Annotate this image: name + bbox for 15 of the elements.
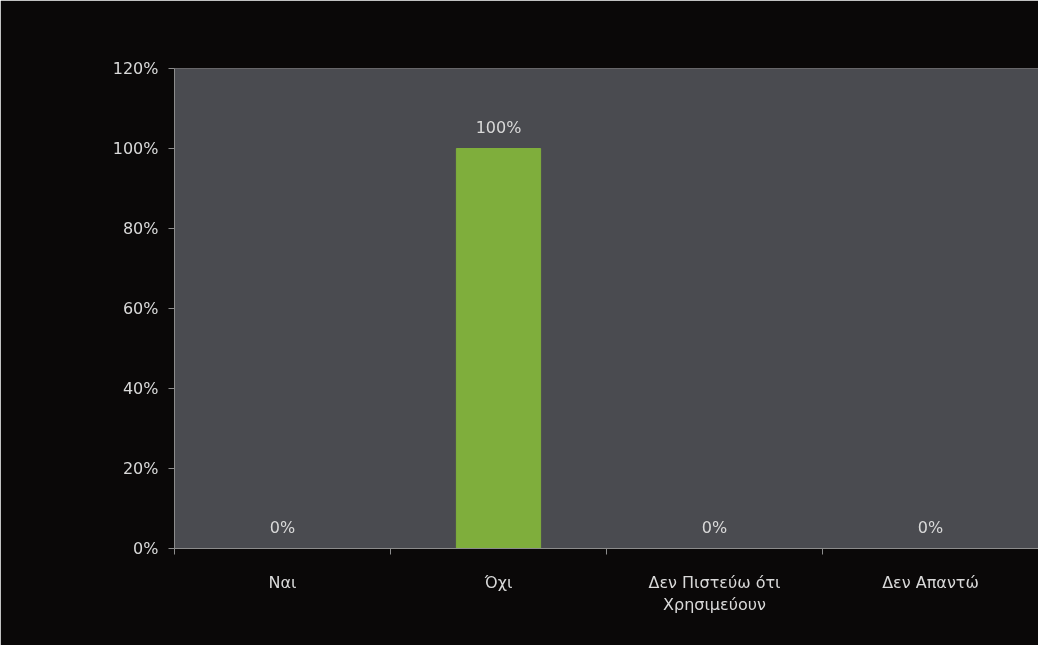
y-tick-label: 100% xyxy=(112,139,159,158)
data-label: 100% xyxy=(475,117,522,137)
y-tick-label: 40% xyxy=(122,379,159,398)
y-tick-label: 80% xyxy=(122,219,159,238)
x-tick-label: Όχι xyxy=(483,572,513,592)
y-tick-label: 60% xyxy=(122,299,159,318)
x-tick-label: Δεν Πιστεύω ότι Χρησιμεύουν xyxy=(648,572,781,615)
y-tick-label: 20% xyxy=(122,459,159,478)
x-tick-label: Ναι xyxy=(268,572,297,592)
y-tick-label: 120% xyxy=(112,59,159,78)
data-label: 0% xyxy=(701,517,728,537)
data-label: 0% xyxy=(917,517,944,537)
data-label: 0% xyxy=(269,517,296,537)
y-tick-label: 0% xyxy=(133,539,159,558)
x-tick-label: Δεν Απαντώ xyxy=(882,572,979,592)
